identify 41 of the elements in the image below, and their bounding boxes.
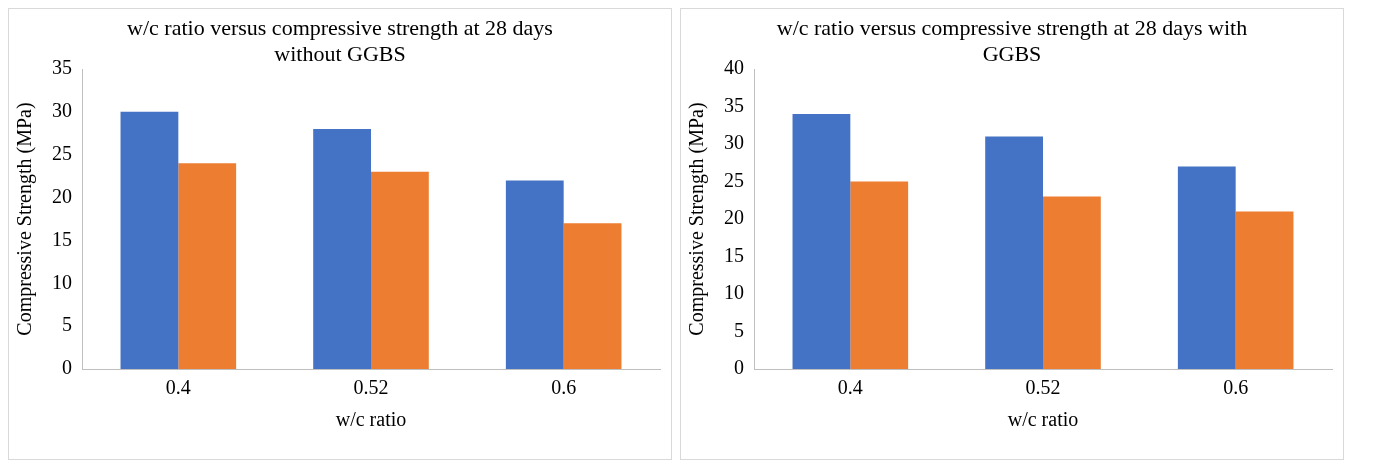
- bar: [313, 129, 371, 369]
- y-axis-title: Compressive Strength (MPa): [685, 102, 709, 336]
- bar: [985, 136, 1043, 369]
- x-tick-label: 0.4: [165, 376, 191, 399]
- x-axis-title: w/c ratio: [1007, 408, 1079, 431]
- y-tick-label: 0: [62, 356, 72, 379]
- chart-title: w/c ratio versus compressive strength at 28 days with GGBS: [775, 15, 1249, 67]
- x-tick-label: 0.52: [353, 376, 389, 399]
- bar: [792, 114, 851, 369]
- y-axis-title: Compressive Strength (MPa): [13, 102, 37, 336]
- bar: [505, 180, 564, 369]
- y-tick-label: 40: [724, 56, 744, 79]
- y-tick-label: 15: [724, 243, 744, 266]
- y-tick-label: 35: [52, 56, 72, 79]
- y-tick-label: 20: [724, 206, 744, 229]
- y-tick-label: 5: [734, 318, 744, 341]
- x-axis-title: w/c ratio: [335, 408, 407, 431]
- bar: [120, 111, 179, 369]
- y-tick-label: 15: [52, 227, 72, 250]
- y-tick-label: 5: [62, 313, 72, 336]
- x-tick-label: 0.4: [837, 376, 863, 399]
- y-tick-label: 20: [52, 184, 72, 207]
- y-tick-label: 10: [52, 270, 72, 293]
- y-tick-label: 25: [52, 141, 72, 164]
- x-tick-label: 0.6: [1223, 376, 1249, 399]
- y-tick-label: 35: [724, 93, 744, 116]
- bar: [850, 181, 909, 369]
- bar: [1043, 196, 1101, 369]
- y-tick-label: 25: [724, 168, 744, 191]
- bar: [1177, 166, 1236, 369]
- x-tick-label: 0.6: [551, 376, 577, 399]
- y-tick-label: 0: [734, 356, 744, 379]
- y-tick-label: 10: [724, 281, 744, 304]
- bar: [1235, 211, 1294, 369]
- y-tick-label: 30: [724, 131, 744, 154]
- bar: [371, 171, 429, 369]
- y-tick-label: 30: [52, 99, 72, 122]
- x-tick-label: 0.52: [1025, 376, 1061, 399]
- bar: [178, 163, 237, 369]
- bar: [563, 223, 622, 369]
- chart-title: w/c ratio versus compressive strength at 28 days without GGBS: [126, 15, 554, 67]
